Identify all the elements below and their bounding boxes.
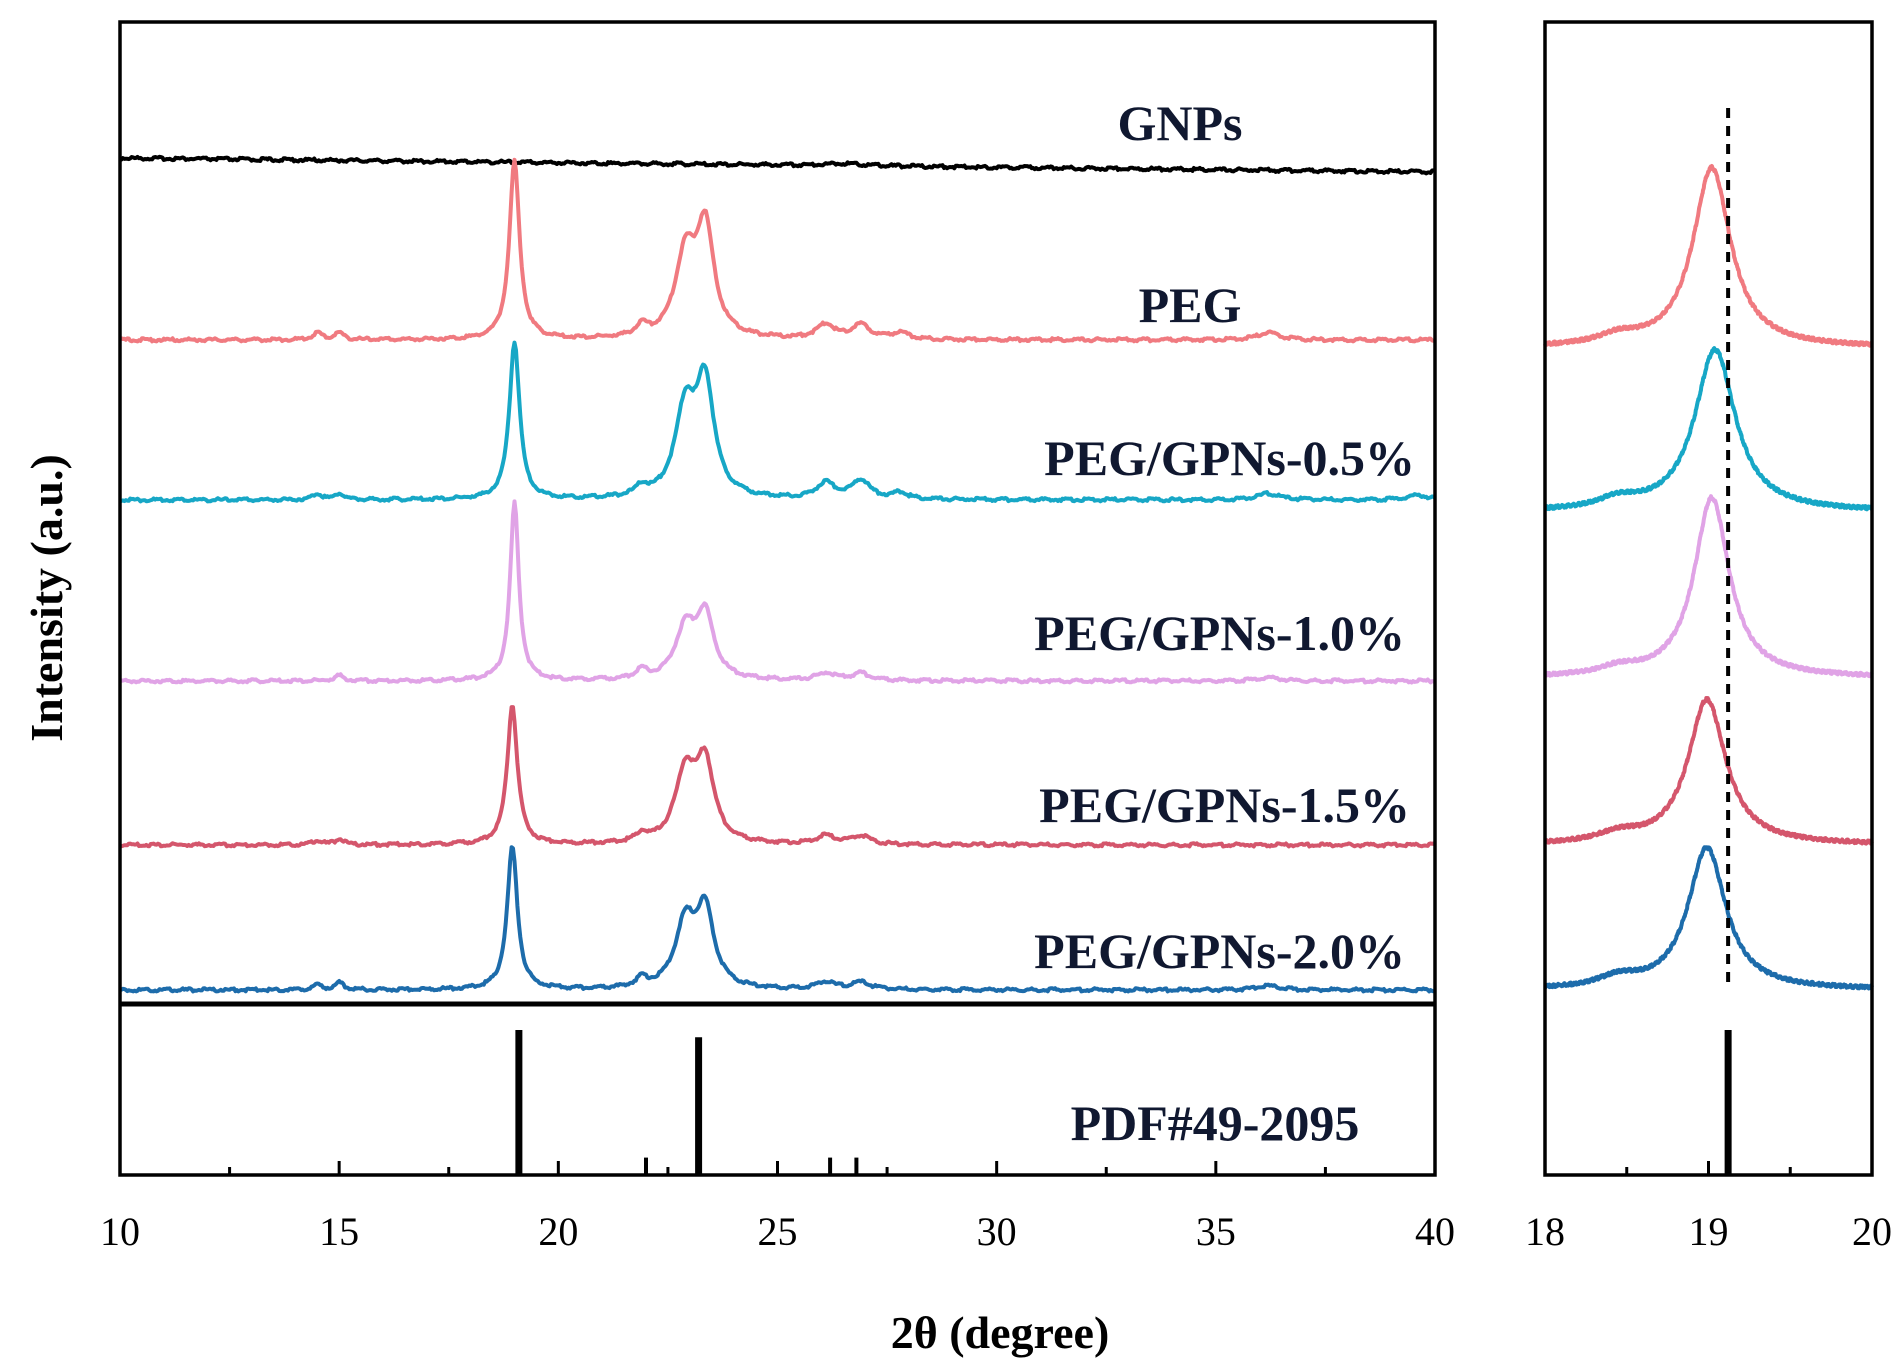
reference-label: PDF#49-2095 xyxy=(1071,1095,1360,1151)
zoom-x-tick-label-18: 18 xyxy=(1525,1209,1565,1254)
main-x-tick-label-20: 20 xyxy=(538,1209,578,1254)
zoom-panel-frame xyxy=(1543,20,1874,1177)
y-axis-title: Intensity (a.u.) xyxy=(21,454,72,742)
main-x-tick-label-25: 25 xyxy=(758,1209,798,1254)
zoom-trace-peg-gpns-2-0- xyxy=(1543,845,1874,991)
x-axis-ticks: 10 15 20 25 30 35 40 18 19 20 xyxy=(100,1161,1892,1254)
main-x-tick-label-35: 35 xyxy=(1196,1209,1236,1254)
reference-sticks xyxy=(515,1030,1732,1175)
zoom-x-tick-label-19: 19 xyxy=(1689,1209,1729,1254)
series-label-peg-1-5: PEG/GPNs-1.5% xyxy=(1039,777,1410,833)
zoom-x-tick-label-20: 20 xyxy=(1852,1209,1892,1254)
main-x-tick-label-30: 30 xyxy=(977,1209,1017,1254)
series-label-peg-2-0: PEG/GPNs-2.0% xyxy=(1034,923,1405,979)
main-x-tick-label-15: 15 xyxy=(319,1209,359,1254)
zoom-trace-peg-gpns-1-0- xyxy=(1543,494,1874,679)
zoom-trace-peg xyxy=(1543,164,1874,348)
zoom-trace-peg-gpns-0-5- xyxy=(1543,346,1874,512)
main-x-tick-label-40: 40 xyxy=(1415,1209,1455,1254)
main-trace-peg-gpns-0-5- xyxy=(119,340,1437,504)
series-label-gnps: GNPs xyxy=(1118,95,1243,151)
zoom-trace-peg-gpns-1-5- xyxy=(1543,696,1874,846)
series-label-peg-0-5: PEG/GPNs-0.5% xyxy=(1044,430,1415,486)
series-label-peg-1-0: PEG/GPNs-1.0% xyxy=(1034,605,1405,661)
main-trace-peg-gpns-1-5- xyxy=(119,705,1437,849)
main-x-tick-label-10: 10 xyxy=(100,1209,140,1254)
main-trace-peg-gpns-2-0- xyxy=(119,845,1436,994)
zoom-panel-traces xyxy=(1543,164,1874,991)
main-panel-traces xyxy=(118,154,1437,994)
series-label-peg: PEG xyxy=(1139,277,1242,333)
main-trace-peg-gpns-1-0- xyxy=(119,499,1437,685)
x-axis-title: 2θ (degree) xyxy=(891,1307,1110,1358)
main-trace-gnps xyxy=(118,154,1436,176)
main-trace-peg xyxy=(119,157,1436,344)
